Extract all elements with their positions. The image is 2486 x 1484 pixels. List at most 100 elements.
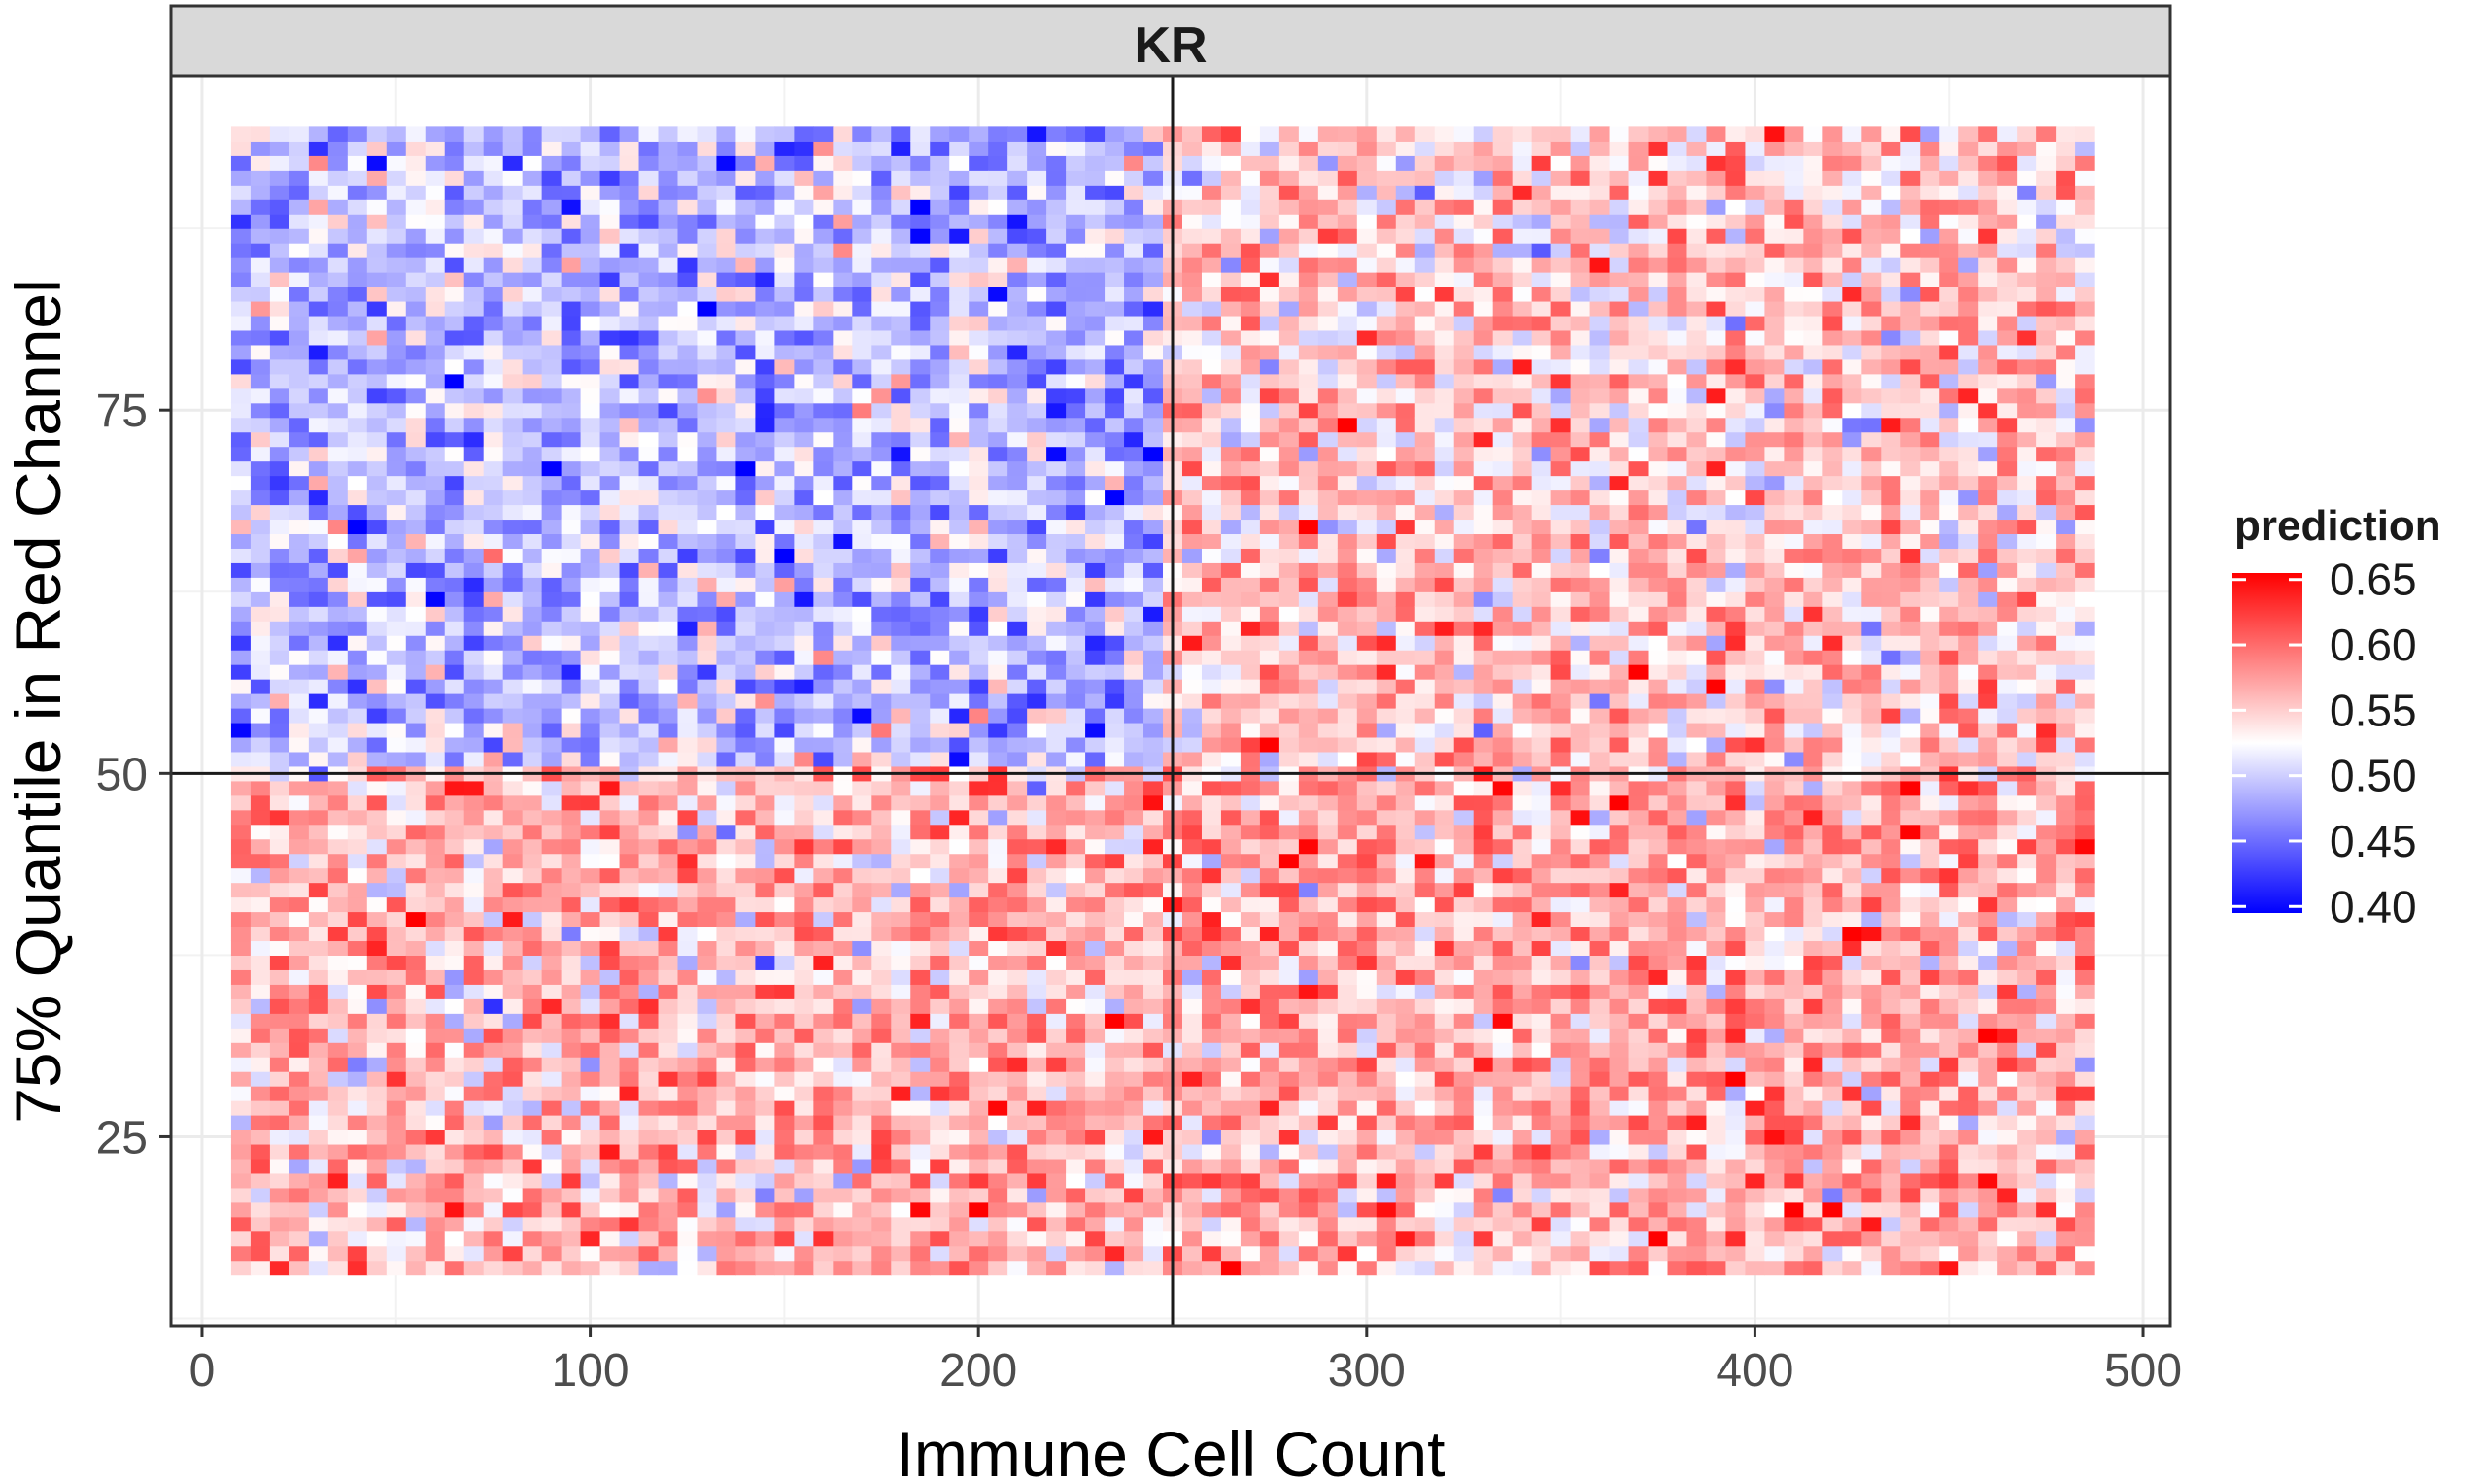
heatmap-cell [638, 882, 660, 898]
heatmap-cell [1376, 1129, 1397, 1145]
heatmap-cell [347, 707, 368, 724]
heatmap-cell [289, 214, 310, 229]
heatmap-cell [813, 1086, 834, 1101]
heatmap-cell [541, 577, 562, 592]
heatmap-cell [1278, 911, 1300, 928]
heatmap-cell [833, 635, 853, 651]
heatmap-cell [561, 635, 582, 651]
heatmap-cell [813, 170, 834, 186]
heatmap-cell [852, 809, 872, 826]
heatmap-cell [949, 577, 970, 592]
heatmap-cell [1085, 402, 1106, 419]
heatmap-cell [658, 562, 679, 578]
heatmap-cell [405, 402, 426, 419]
heatmap-cell [1181, 1086, 1203, 1101]
heatmap-cell [910, 577, 931, 592]
heatmap-cell [1278, 794, 1300, 811]
heatmap-cell [755, 911, 775, 928]
heatmap-cell [1143, 388, 1164, 404]
heatmap-cell [1337, 1260, 1358, 1276]
heatmap-cell [852, 707, 872, 724]
heatmap-cell [813, 707, 834, 724]
heatmap-cell [619, 1071, 640, 1087]
heatmap-cell [1046, 867, 1067, 884]
heatmap-cell [755, 170, 775, 186]
heatmap-cell [1143, 300, 1164, 317]
heatmap-cell [269, 867, 290, 884]
heatmap-cell [580, 1057, 601, 1072]
heatmap-cell [1124, 1216, 1144, 1232]
heatmap-cell [697, 911, 718, 928]
heatmap-cell [366, 1129, 388, 1145]
heatmap-cell [308, 1100, 329, 1116]
heatmap-cell [1376, 1143, 1397, 1160]
heatmap-cell [1105, 475, 1125, 491]
heatmap-cell [463, 548, 485, 563]
heatmap-cell [230, 1071, 252, 1087]
heatmap-cell [755, 664, 775, 680]
heatmap-cell [677, 635, 698, 651]
heatmap-cell [1066, 780, 1086, 796]
heatmap-cell [1298, 867, 1319, 884]
heatmap-cell [327, 809, 349, 826]
heatmap-cell [1278, 867, 1300, 884]
heatmap-cell [969, 446, 989, 462]
heatmap-cell [871, 955, 892, 970]
heatmap-cell [910, 1071, 931, 1087]
heatmap-cell [1007, 402, 1028, 419]
heatmap-cell [1220, 1172, 1242, 1189]
heatmap-cell [1124, 926, 1144, 942]
heatmap-cell [1278, 504, 1300, 521]
heatmap-cell [561, 286, 582, 302]
heatmap-cell [269, 1187, 290, 1203]
heatmap-cell [1220, 650, 1242, 665]
heatmap-cell [1259, 1158, 1280, 1174]
heatmap-cell [289, 824, 310, 840]
heatmap-cell [910, 794, 931, 811]
heatmap-cell [871, 272, 892, 287]
heatmap-cell [1298, 1100, 1319, 1116]
heatmap-cell [1317, 402, 1339, 419]
heatmap-cell [289, 679, 310, 694]
heatmap-cell [930, 926, 950, 942]
heatmap-cell [1201, 315, 1222, 331]
heatmap-cell [1124, 460, 1144, 477]
heatmap-cell [658, 824, 679, 840]
heatmap-cell [405, 577, 426, 592]
heatmap-cell [502, 838, 524, 855]
heatmap-cell [910, 621, 931, 636]
heatmap-cell [541, 373, 562, 389]
heatmap-cell [1298, 533, 1319, 549]
heatmap-cell [1143, 577, 1164, 592]
heatmap-cell [463, 955, 485, 970]
heatmap-cell [386, 1013, 407, 1029]
heatmap-cell [1240, 1100, 1261, 1116]
heatmap-cell [1201, 780, 1222, 796]
heatmap-cell [599, 998, 621, 1014]
heatmap-cell [1317, 591, 1339, 607]
heatmap-cell [871, 1245, 892, 1262]
heatmap-cell [1298, 1260, 1319, 1276]
heatmap-cell [522, 388, 543, 404]
heatmap-cell [444, 286, 465, 302]
heatmap-cell [386, 896, 407, 913]
heatmap-cell [425, 664, 446, 680]
heatmap-cell [697, 882, 718, 898]
heatmap-cell [930, 621, 950, 636]
heatmap-cell [1395, 606, 1416, 622]
heatmap-cell [1046, 838, 1067, 855]
heatmap-cell [483, 1172, 504, 1189]
heatmap-cell [405, 431, 426, 448]
heatmap-cell [308, 1013, 329, 1029]
heatmap-cell [230, 780, 252, 796]
heatmap-cell [230, 1260, 252, 1276]
heatmap-cell [463, 199, 485, 215]
heatmap-cell [988, 1013, 1008, 1029]
heatmap-cell [774, 358, 795, 375]
heatmap-cell [813, 926, 834, 942]
heatmap-cell [1278, 446, 1300, 462]
heatmap-cell [677, 402, 698, 419]
heatmap-cell [794, 955, 814, 970]
heatmap-cell [949, 185, 970, 200]
heatmap-cell [891, 664, 911, 680]
